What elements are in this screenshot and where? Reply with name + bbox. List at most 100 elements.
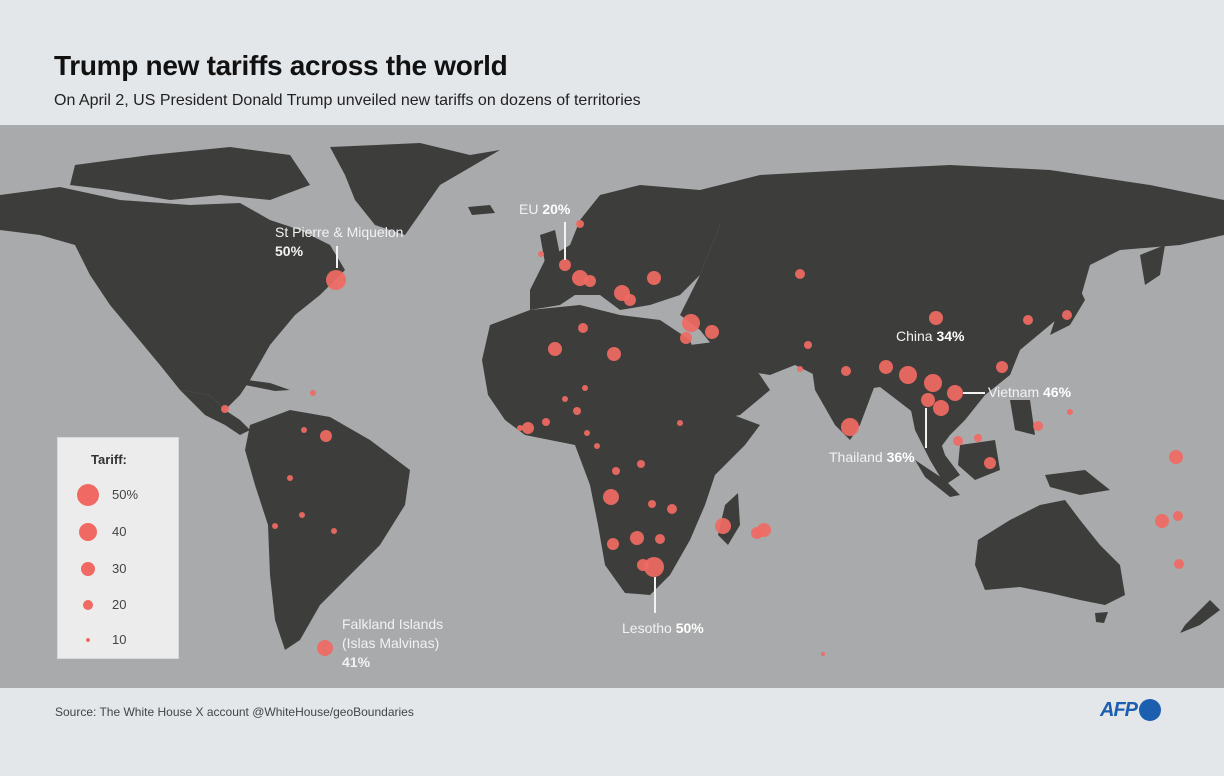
land-sumatra <box>915 460 960 497</box>
land-caribbean <box>232 378 290 391</box>
tariff-dot <box>797 366 803 372</box>
tariff-dot <box>1155 514 1169 528</box>
callout-falkland-line2: (Islas Malvinas) <box>342 635 440 651</box>
tariff-dot <box>594 443 600 449</box>
tariff-dot <box>751 527 763 539</box>
tariff-dot <box>996 361 1008 373</box>
callout-st-pierre-value: 50% <box>275 243 304 259</box>
legend-label: 40 <box>112 524 127 539</box>
tariff-dot <box>522 422 534 434</box>
leader-vietnam <box>963 392 985 394</box>
land-india <box>810 355 875 440</box>
tariff-dot <box>326 270 346 290</box>
callout-china: China 34% <box>896 328 965 344</box>
legend-dot-icon <box>77 484 99 506</box>
page-title: Trump new tariffs across the world <box>54 50 508 81</box>
tariff-dot <box>974 434 982 442</box>
leader-lesotho <box>654 577 656 613</box>
land-south-america <box>245 410 410 650</box>
tariff-dot <box>607 347 621 361</box>
tariff-dot <box>644 557 664 577</box>
legend-label: 50% <box>112 487 139 502</box>
tariff-dot <box>310 390 316 396</box>
tariff-dot <box>517 425 523 431</box>
tariff-dot <box>929 311 943 325</box>
tariff-dot <box>538 251 544 257</box>
tariff-legend: Tariff: 50% 40 30 20 10 <box>57 437 179 659</box>
tariff-dot <box>572 270 588 286</box>
tariff-dot <box>1033 421 1043 431</box>
callout-vietnam: Vietnam 46% <box>988 384 1072 400</box>
tariff-dot <box>1174 559 1184 569</box>
legend-row-40: 40 <box>58 520 178 544</box>
legend-label: 30 <box>112 561 127 576</box>
tariff-dot <box>953 436 963 446</box>
header: Trump new tariffs across the world On Ap… <box>0 0 1224 125</box>
tariff-dot <box>573 407 581 415</box>
tariff-dot <box>221 405 229 413</box>
tariff-dot <box>320 430 332 442</box>
tariff-dot <box>578 323 588 333</box>
tariff-dot <box>624 294 636 306</box>
tariff-dot <box>804 341 812 349</box>
tariff-dot <box>947 385 963 401</box>
land-japan <box>1050 285 1085 335</box>
tariff-dot <box>1062 310 1072 320</box>
land-asia <box>680 165 1224 455</box>
land-philippines <box>1010 400 1035 435</box>
tariff-dot <box>287 475 293 481</box>
tariff-dot <box>899 366 917 384</box>
land-arctic-islands <box>70 147 310 200</box>
legend-dot-icon <box>79 523 97 541</box>
callout-falkland-value: 41% <box>342 654 371 670</box>
tariff-dot <box>548 342 562 356</box>
legend-dot-icon <box>86 638 90 642</box>
tariff-dot <box>562 396 568 402</box>
tariff-dot <box>576 220 584 228</box>
tariff-dot <box>667 504 677 514</box>
tariff-dot <box>542 418 550 426</box>
legend-row-10: 10 <box>58 628 178 652</box>
tariff-dots <box>221 220 1184 656</box>
leader-thailand <box>925 408 927 448</box>
tariff-dot <box>715 518 731 534</box>
legend-label: 10 <box>112 632 127 647</box>
world-map: St Pierre & Miquelon 50% EU 20% China 34… <box>0 125 1224 688</box>
tariff-dot <box>637 559 649 571</box>
land-tasmania <box>1095 612 1108 623</box>
tariff-dot <box>984 457 996 469</box>
tariff-dot <box>879 360 893 374</box>
tariff-dot <box>933 400 949 416</box>
tariff-dot <box>299 512 305 518</box>
tariff-dot <box>637 460 645 468</box>
tariff-dot <box>682 314 700 332</box>
tariff-dot <box>1173 511 1183 521</box>
page-subtitle: On April 2, US President Donald Trump un… <box>54 92 641 109</box>
tariff-dot <box>1067 409 1073 415</box>
tariff-dot <box>821 652 825 656</box>
leader-eu <box>564 222 566 260</box>
legend-row-20: 20 <box>58 593 178 617</box>
tariff-dot <box>648 500 656 508</box>
tariff-dot <box>655 534 665 544</box>
land-greenland <box>330 143 500 235</box>
tariff-dot <box>841 366 851 376</box>
tariff-dot <box>331 528 337 534</box>
land-north-america <box>0 187 345 410</box>
tariff-dot <box>612 467 620 475</box>
legend-label: 20 <box>112 597 127 612</box>
tariff-dot <box>795 269 805 279</box>
tariff-dot <box>1023 315 1033 325</box>
land-iceland <box>468 205 495 215</box>
tariff-dot <box>584 275 596 287</box>
afp-logo: AFP <box>1100 696 1161 724</box>
land-kamchatka <box>1140 245 1165 285</box>
tariff-dot <box>317 640 333 656</box>
map-canvas <box>0 143 1224 656</box>
land-central-america <box>180 390 250 435</box>
tariff-dot <box>647 271 661 285</box>
tariff-dot <box>841 418 859 436</box>
tariff-dot <box>924 374 942 392</box>
callout-st-pierre-name: St Pierre & Miquelon <box>275 224 404 240</box>
land-borneo <box>958 440 1000 480</box>
